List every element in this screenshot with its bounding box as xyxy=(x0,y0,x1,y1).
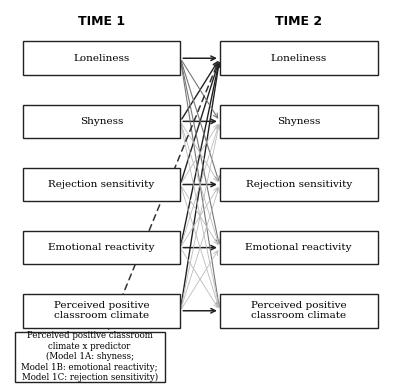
FancyBboxPatch shape xyxy=(220,294,378,328)
Text: Loneliness: Loneliness xyxy=(270,54,327,63)
FancyBboxPatch shape xyxy=(220,231,378,264)
FancyBboxPatch shape xyxy=(15,332,164,382)
FancyBboxPatch shape xyxy=(220,41,378,75)
Text: Rejection sensitivity: Rejection sensitivity xyxy=(48,180,154,189)
Text: Emotional reactivity: Emotional reactivity xyxy=(48,243,155,252)
Text: Perceived positive
classroom climate: Perceived positive classroom climate xyxy=(251,301,346,321)
Text: Perceived positive
classroom climate: Perceived positive classroom climate xyxy=(54,301,149,321)
Text: TIME 2: TIME 2 xyxy=(275,15,322,29)
Text: Shyness: Shyness xyxy=(277,117,320,126)
FancyBboxPatch shape xyxy=(23,41,180,75)
Text: Loneliness: Loneliness xyxy=(73,54,130,63)
Text: TIME 1: TIME 1 xyxy=(78,15,125,29)
FancyBboxPatch shape xyxy=(23,231,180,264)
Text: Rejection sensitivity: Rejection sensitivity xyxy=(246,180,352,189)
FancyBboxPatch shape xyxy=(220,104,378,138)
Text: Shyness: Shyness xyxy=(80,117,123,126)
FancyBboxPatch shape xyxy=(220,168,378,201)
FancyBboxPatch shape xyxy=(23,168,180,201)
Text: Perceived positive classroom
climate x predictor
(Model 1A: shyness;
Model 1B: e: Perceived positive classroom climate x p… xyxy=(21,331,158,382)
FancyBboxPatch shape xyxy=(23,104,180,138)
Text: Emotional reactivity: Emotional reactivity xyxy=(245,243,352,252)
FancyBboxPatch shape xyxy=(23,294,180,328)
